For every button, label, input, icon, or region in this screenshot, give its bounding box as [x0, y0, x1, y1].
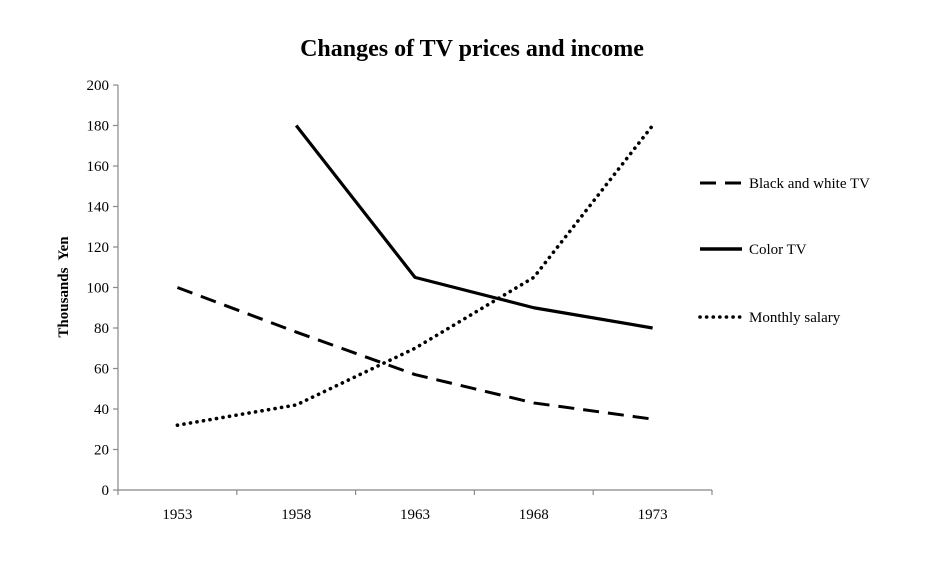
legend-item: Black and white TV	[700, 176, 870, 192]
axes: 0 20 40 60 80 100 120 140 160 180 200 1953 1958 1963 1…	[87, 78, 713, 523]
y-tick-label: 60	[94, 362, 109, 378]
series-black-and-white-tv	[177, 287, 652, 419]
legend-label: Black and white TV	[749, 176, 870, 192]
y-axis-title: Thousands Yen	[56, 236, 72, 338]
series-color-tv	[296, 125, 652, 328]
y-tick-label: 120	[87, 240, 110, 256]
x-tick-label: 1963	[400, 507, 430, 523]
y-tick-label: 80	[94, 321, 109, 337]
legend-label: Color TV	[749, 242, 807, 258]
x-tick-label: 1973	[638, 507, 668, 523]
legend-label: Monthly salary	[749, 310, 841, 326]
y-tick-label: 0	[102, 483, 110, 499]
series-layer	[177, 125, 652, 425]
legend: Black and white TV Color TV Monthly salary	[700, 176, 870, 326]
chart-title: Changes of TV prices and income	[300, 36, 644, 62]
x-tick-label: 1968	[519, 507, 549, 523]
y-tick-label: 160	[87, 159, 110, 175]
y-tick-label: 20	[94, 443, 109, 459]
y-tick-label: 200	[87, 78, 110, 94]
series-line	[296, 126, 652, 329]
y-tick-label: 40	[94, 402, 109, 418]
legend-item: Color TV	[700, 242, 807, 258]
y-tick-label: 180	[87, 119, 110, 135]
y-tick-label: 100	[87, 281, 110, 297]
y-tick-label: 140	[87, 200, 110, 216]
series-line	[177, 288, 652, 420]
x-tick-label: 1958	[281, 507, 311, 523]
x-tick-label: 1953	[162, 507, 192, 523]
legend-item: Monthly salary	[700, 310, 841, 326]
